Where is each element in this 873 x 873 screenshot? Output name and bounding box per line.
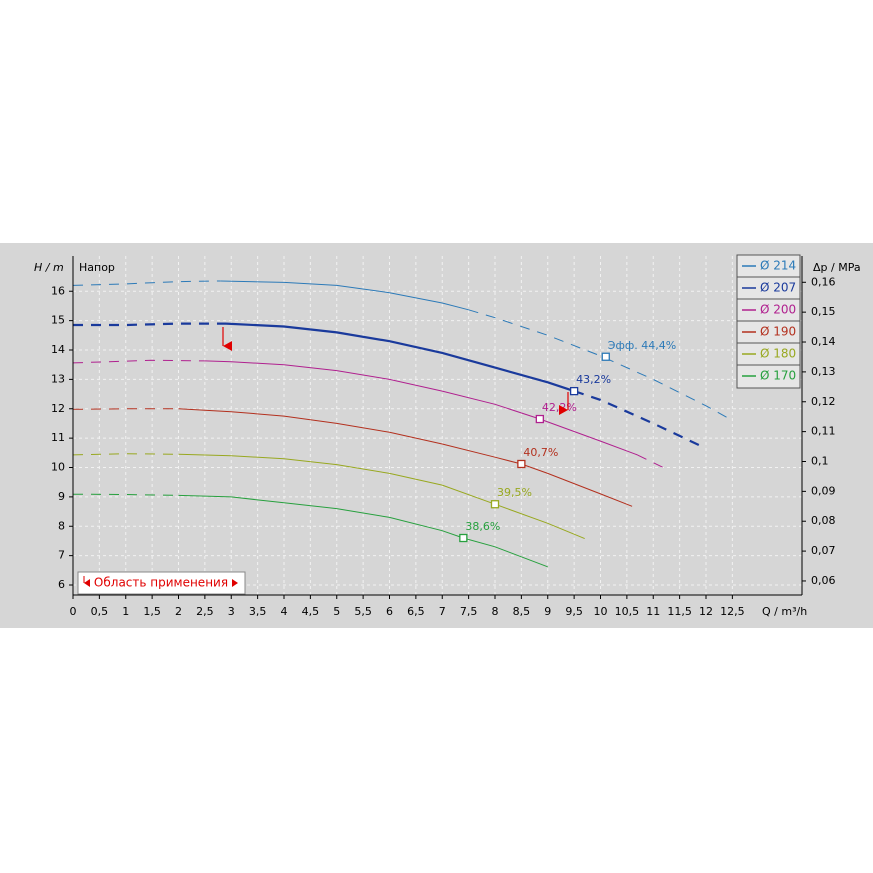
efficiency-point [459,533,468,543]
legend-label: Ø 190 [760,325,796,339]
y2-tick-label: 0,11 [811,425,836,438]
y-tick-label: 9 [58,490,65,503]
y-tick-label: 6 [58,578,65,591]
y-tick-label: 8 [58,519,65,532]
y2-tick-label: 0,16 [811,275,836,288]
y-tick-label: 12 [51,402,65,415]
efficiency-point [569,386,579,396]
x-axis-label: Q / m³/h [762,605,807,618]
legend-label: Ø 207 [760,281,796,295]
curve [468,309,733,421]
x-tick-label: 4,5 [302,605,320,618]
y2-tick-label: 0,14 [811,335,836,348]
curve [73,322,226,327]
x-tick-label: 2,5 [196,605,214,618]
x-tick-label: 1 [122,605,129,618]
efficiency-point [517,459,526,469]
y-tick-label: 15 [51,314,65,327]
x-tick-label: 9,5 [565,605,583,618]
y2-tick-label: 0,15 [811,305,836,318]
curves: Эфф. 44,4%43,2%42,2%40,7%39,5%38,6% [72,280,733,568]
legend-label: Ø 180 [760,347,796,361]
y-tick-label: 14 [51,343,65,356]
x-tick-label: 6 [386,605,393,618]
efficiency-point [490,500,500,509]
grid [72,256,802,595]
x-tick-label: 2 [175,605,182,618]
x-tick-label: 11,5 [667,605,692,618]
y-tick-label: 13 [51,372,65,385]
efficiency-label: 38,6% [465,520,500,533]
x-tick-label: 10 [593,605,607,618]
range-markers [222,327,569,415]
x-tick-label: 9 [544,605,551,618]
y-tick-label: 11 [51,431,65,444]
y2-tick-label: 0,1 [811,454,829,467]
x-tick-label: 8,5 [513,605,531,618]
curve [204,360,638,456]
y-tick-label: 10 [51,461,65,474]
x-tick-label: 6,5 [407,605,425,618]
y-tick-label: 7 [58,549,65,562]
y2-axis-label: Δp / MPa [813,261,861,274]
x-tick-label: 3 [228,605,235,618]
x-tick-label: 0 [70,605,77,618]
y-axis-label: H / m [34,261,64,274]
legend-label: Ø 200 [760,303,796,317]
efficiency-point [601,352,610,361]
efficiency-label: 43,2% [576,373,611,386]
x-tick-label: 3,5 [249,605,267,618]
x-tick-label: 4 [280,605,287,618]
curve [573,390,707,450]
x-tick-label: 10,5 [615,605,640,618]
x-tick-label: 12 [699,605,713,618]
efficiency-label: Эфф. 44,4% [608,339,676,352]
curve [72,359,205,364]
x-tick-label: 11 [646,605,660,618]
range-label: Область применения [94,576,228,590]
x-tick-label: 1,5 [143,605,161,618]
curve [178,494,548,568]
curve [178,408,633,507]
efficiency-label: 39,5% [497,486,532,499]
legend-label: Ø 170 [760,369,796,383]
y2-tick-label: 0,08 [811,514,836,527]
curve-title: Напор [79,261,115,274]
curve [178,453,585,540]
x-tick-label: 5,5 [354,605,372,618]
curve [637,454,667,470]
x-tick-label: 12,5 [720,605,745,618]
y2-tick-label: 0,09 [811,484,836,497]
y-tick-label: 16 [51,284,65,297]
y2-tick-label: 0,07 [811,544,836,557]
efficiency-label: 40,7% [523,446,558,459]
x-tick-label: 5 [333,605,340,618]
curve [220,280,469,311]
x-tick-label: 0,5 [91,605,109,618]
legend-label: Ø 214 [760,259,796,273]
y2-tick-label: 0,06 [811,574,836,587]
range-box-frame [77,571,246,595]
range-arrow [232,579,238,587]
x-tick-label: 8 [491,605,498,618]
y2-tick-label: 0,13 [811,365,836,378]
x-tick-label: 7 [439,605,446,618]
range-arrow [84,579,90,587]
legend: Ø 214 Ø 207 Ø 200 Ø 190 Ø 180 Ø 170 [736,254,801,389]
efficiency-point [535,414,544,424]
panel [0,243,873,628]
range-box: Область применения [77,571,246,595]
curve [72,280,221,286]
x-tick-label: 7,5 [460,605,478,618]
curve [225,322,575,393]
y2-tick-label: 0,12 [811,395,836,408]
